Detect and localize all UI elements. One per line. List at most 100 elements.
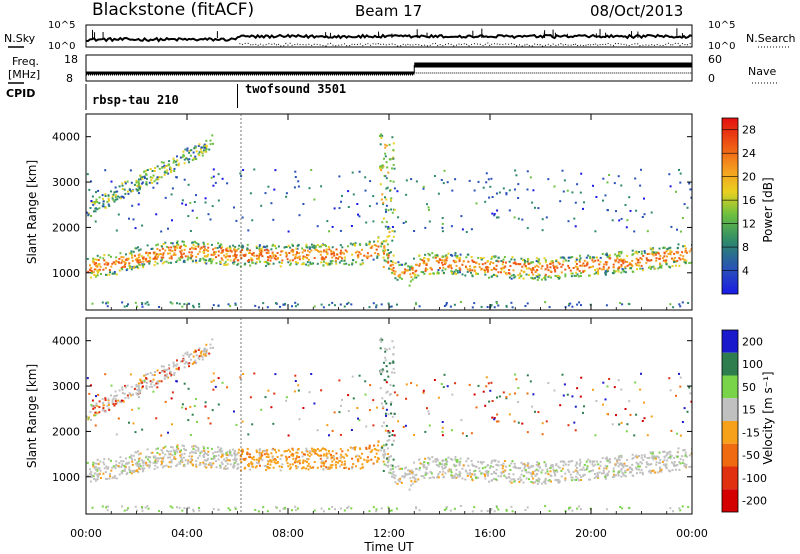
velocity-cell: [632, 457, 635, 460]
velocity-cell: [121, 463, 124, 466]
velocity-cell: [656, 455, 659, 458]
velocity-cell: [165, 464, 168, 467]
velocity-cell: [485, 385, 488, 388]
power-cell: [396, 278, 399, 281]
velocity-cell: [233, 410, 235, 413]
velocity-cell: [392, 384, 395, 387]
velocity-cell: [287, 448, 290, 451]
power-cell: [637, 264, 640, 267]
velocity-cell: [229, 463, 232, 466]
velocity-cell: [397, 479, 400, 481]
velocity-cell: [159, 457, 162, 459]
power-cell: [226, 263, 229, 266]
power-cell: [232, 262, 235, 265]
velocity-cell: [409, 477, 412, 480]
velocity-cell: [294, 460, 297, 462]
power-cell: [607, 266, 610, 269]
power-cell: [387, 171, 390, 174]
velocity-cell: [520, 478, 523, 481]
power-cell: [536, 269, 539, 272]
velocity-cell: [498, 395, 501, 398]
power-cell: [172, 157, 175, 160]
power-cell: [106, 200, 109, 203]
velocity-cell: [160, 460, 163, 463]
power-cell: [477, 272, 479, 275]
velocity-cell: [179, 451, 182, 454]
velocity-cell: [134, 451, 137, 454]
velocity-cell: [351, 457, 354, 460]
velocity-cell: [460, 419, 463, 422]
velocity-cell: [208, 462, 211, 465]
power-cell: [526, 302, 529, 305]
velocity-cell: [364, 393, 367, 396]
velocity-cell: [179, 454, 182, 457]
velocity-cell: [322, 464, 325, 467]
freq-label-2: [MHz]: [8, 68, 40, 81]
velocity-cell: [310, 453, 313, 456]
velocity-cell: [221, 454, 224, 457]
power-cell: [336, 253, 339, 256]
power-cell: [636, 268, 638, 271]
power-cell: [128, 252, 131, 255]
power-cell: [181, 156, 184, 159]
velocity-cell: [513, 462, 516, 465]
velocity-cell: [205, 453, 208, 455]
power-cell: [628, 196, 631, 199]
velocity-cell: [601, 457, 604, 459]
power-cell: [583, 264, 586, 267]
velocity-cell: [436, 476, 439, 479]
power-cell: [490, 269, 493, 271]
velocity-cell: [576, 470, 579, 473]
power-cell: [316, 225, 319, 228]
velocity-cell: [562, 394, 565, 397]
velocity-cell: [382, 407, 385, 410]
velocity-cell: [196, 420, 198, 423]
power-cell: [676, 246, 679, 249]
power-cell: [93, 258, 96, 261]
power-cell: [572, 267, 575, 269]
velocity-cell: [517, 467, 520, 469]
velocity-cell: [643, 455, 646, 458]
velocity-cell: [574, 464, 577, 467]
power-cell: [192, 157, 195, 160]
power-cell: [184, 255, 187, 258]
power-cell: [130, 268, 133, 271]
power-cell: [508, 260, 511, 263]
power-cell: [385, 161, 388, 164]
velocity-cell: [563, 383, 566, 386]
power-cell: [489, 305, 492, 308]
power-cell: [129, 267, 131, 269]
velocity-cell: [115, 433, 118, 436]
power-cell: [190, 256, 193, 259]
velocity-cell: [226, 462, 229, 465]
power-cell: [471, 260, 474, 263]
power-cell: [630, 264, 633, 266]
power-cell: [684, 250, 687, 253]
power-cell: [234, 250, 237, 253]
velocity-cell: [380, 340, 383, 343]
power-cell: [563, 179, 566, 182]
velocity-cell: [390, 412, 393, 415]
power-cell: [310, 263, 313, 265]
power-cell: [160, 161, 163, 164]
velocity-cell: [357, 460, 360, 463]
power-cell: [470, 256, 473, 258]
velocity-cell: [232, 458, 235, 461]
power-cell: [277, 245, 280, 248]
power-cell: [654, 253, 657, 256]
velocity-cell: [157, 447, 159, 450]
power-cell: [355, 261, 357, 264]
power-cell: [682, 255, 685, 258]
power-cell: [95, 191, 97, 194]
power-cell: [393, 167, 396, 170]
velocity-cell: [321, 460, 324, 463]
velocity-cell: [144, 506, 147, 509]
velocity-cell: [258, 453, 261, 456]
velocity-cell: [637, 468, 640, 471]
velocity-cell: [594, 473, 596, 475]
velocity-cell: [137, 465, 140, 468]
power-cell: [570, 275, 573, 278]
power-cell: [602, 265, 605, 268]
power-cell: [215, 251, 217, 254]
power-cell: [396, 190, 399, 193]
